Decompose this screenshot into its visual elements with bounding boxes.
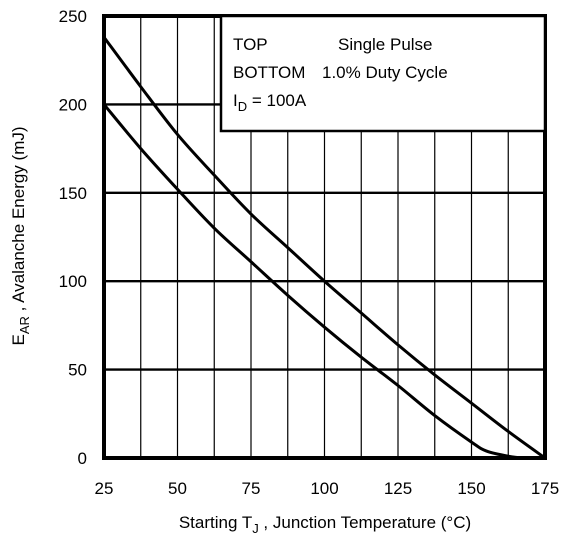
legend-value: Single Pulse: [338, 35, 433, 54]
legend-subscript: D: [238, 99, 247, 114]
legend-frame: [219, 14, 547, 133]
x-tick-label: 50: [168, 479, 187, 498]
legend-box: TOP Single Pulse BOTTOM 1.0% Duty Cycle ID =…: [219, 14, 547, 133]
x-tick-label: 175: [531, 479, 559, 498]
x-tick-labels: 25 50 75 100 125 150 175: [95, 479, 560, 498]
y-tick-label: 100: [59, 272, 87, 291]
x-tick-label: 100: [310, 479, 338, 498]
x-tick-label: 150: [457, 479, 485, 498]
legend-line: TOP Single Pulse: [233, 35, 433, 54]
legend-key: TOP: [233, 35, 268, 54]
series-line-1: [102, 35, 547, 460]
y-tick-label: 0: [78, 449, 87, 468]
y-tick-label: 200: [59, 95, 87, 114]
legend-line: BOTTOM 1.0% Duty Cycle: [233, 63, 448, 82]
y-axis-title: EAR , Avalanche Energy (mJ): [9, 126, 32, 345]
legend-value: = 100A: [247, 91, 307, 110]
series-lines: [102, 35, 547, 460]
legend-key: BOTTOM: [233, 63, 305, 82]
series-line-2: [102, 102, 547, 460]
x-tick-label: 125: [384, 479, 412, 498]
x-tick-label: 75: [242, 479, 261, 498]
y-tick-label: 150: [59, 184, 87, 203]
y-tick-label: 50: [68, 361, 87, 380]
legend-line: ID = 100A: [233, 91, 307, 114]
y-tick-label: 250: [59, 7, 87, 26]
x-axis-title: Starting TJ , Junction Temperature (°C): [179, 513, 471, 536]
x-tick-label: 25: [95, 479, 114, 498]
legend-key: I: [233, 91, 238, 110]
legend-value: 1.0% Duty Cycle: [322, 63, 448, 82]
y-tick-labels: 0 50 100 150 200 250: [59, 7, 87, 468]
